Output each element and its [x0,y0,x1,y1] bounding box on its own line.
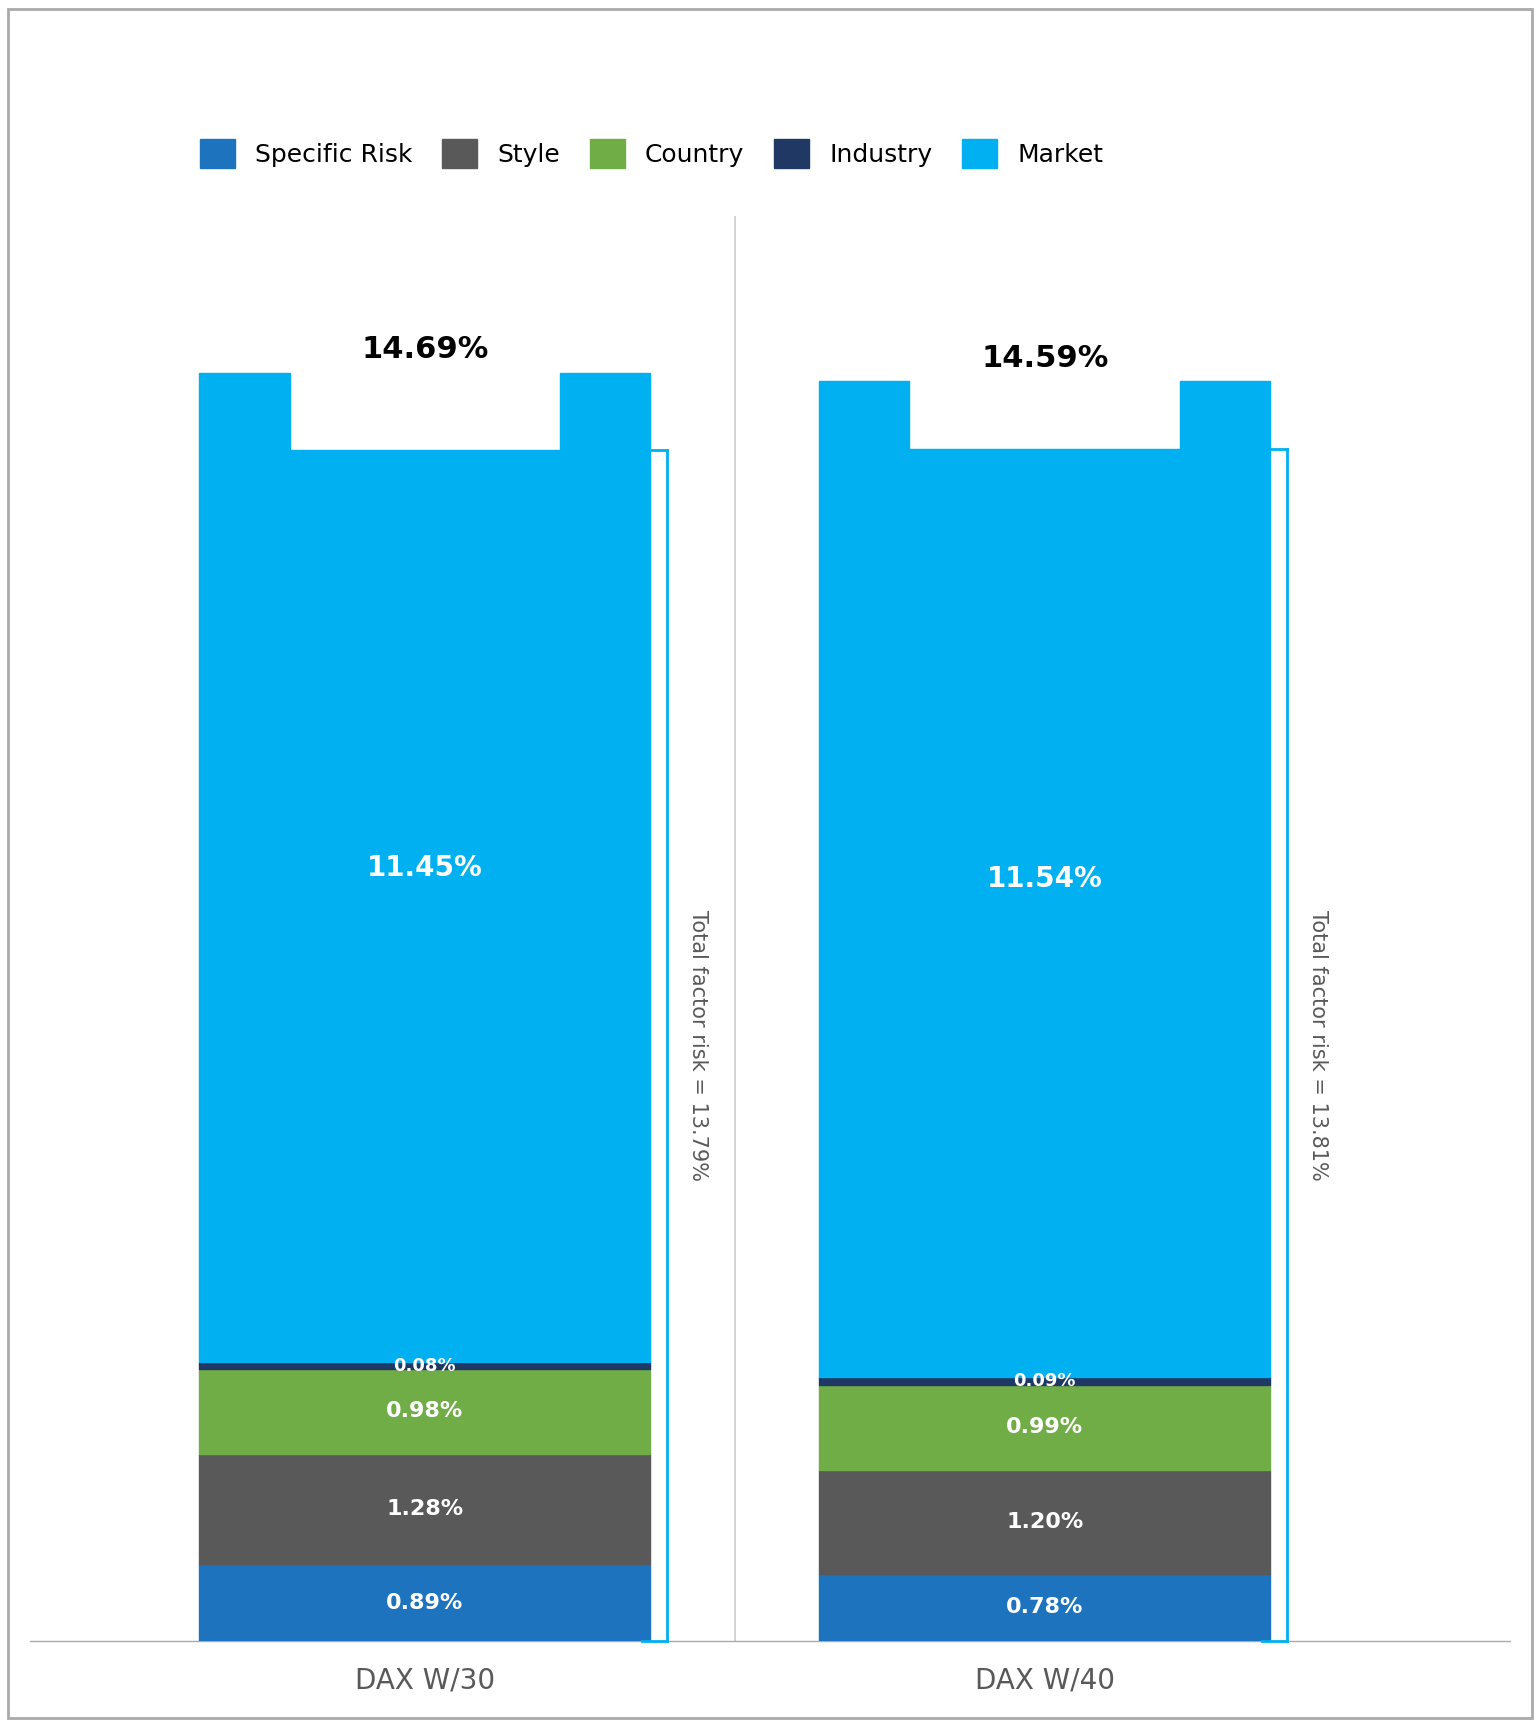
Text: 0.89%: 0.89% [387,1592,464,1613]
Bar [819,449,1270,1376]
Text: 0.09%: 0.09% [1013,1371,1076,1390]
Text: 14.59%: 14.59% [981,344,1109,373]
Bar [1180,382,1270,449]
Bar [200,1363,650,1370]
Bar [819,1385,1270,1470]
Bar [819,1573,1270,1641]
Text: 0.99%: 0.99% [1006,1418,1083,1437]
Bar [200,1370,650,1454]
Text: Total factor risk = 13.79%: Total factor risk = 13.79% [688,910,708,1181]
Bar [819,1470,1270,1573]
Text: 0.08%: 0.08% [394,1357,456,1375]
Text: 14.69%: 14.69% [362,335,488,364]
Legend: Specific Risk, Style, Country, Industry, Market: Specific Risk, Style, Country, Industry,… [189,130,1113,178]
Text: 1.20%: 1.20% [1006,1511,1083,1532]
Bar [819,382,910,449]
Text: 1.28%: 1.28% [387,1499,464,1520]
Text: 11.54%: 11.54% [987,865,1103,893]
Text: Total factor risk = 13.81%: Total factor risk = 13.81% [1307,910,1327,1180]
Bar [561,373,650,451]
Bar [819,1376,1270,1385]
Bar [200,373,290,451]
Text: 0.98%: 0.98% [387,1401,464,1421]
Text: 0.78%: 0.78% [1006,1597,1084,1618]
Text: 11.45%: 11.45% [367,853,482,882]
Bar [200,451,650,1363]
Bar [200,1454,650,1565]
Bar [200,1565,650,1641]
